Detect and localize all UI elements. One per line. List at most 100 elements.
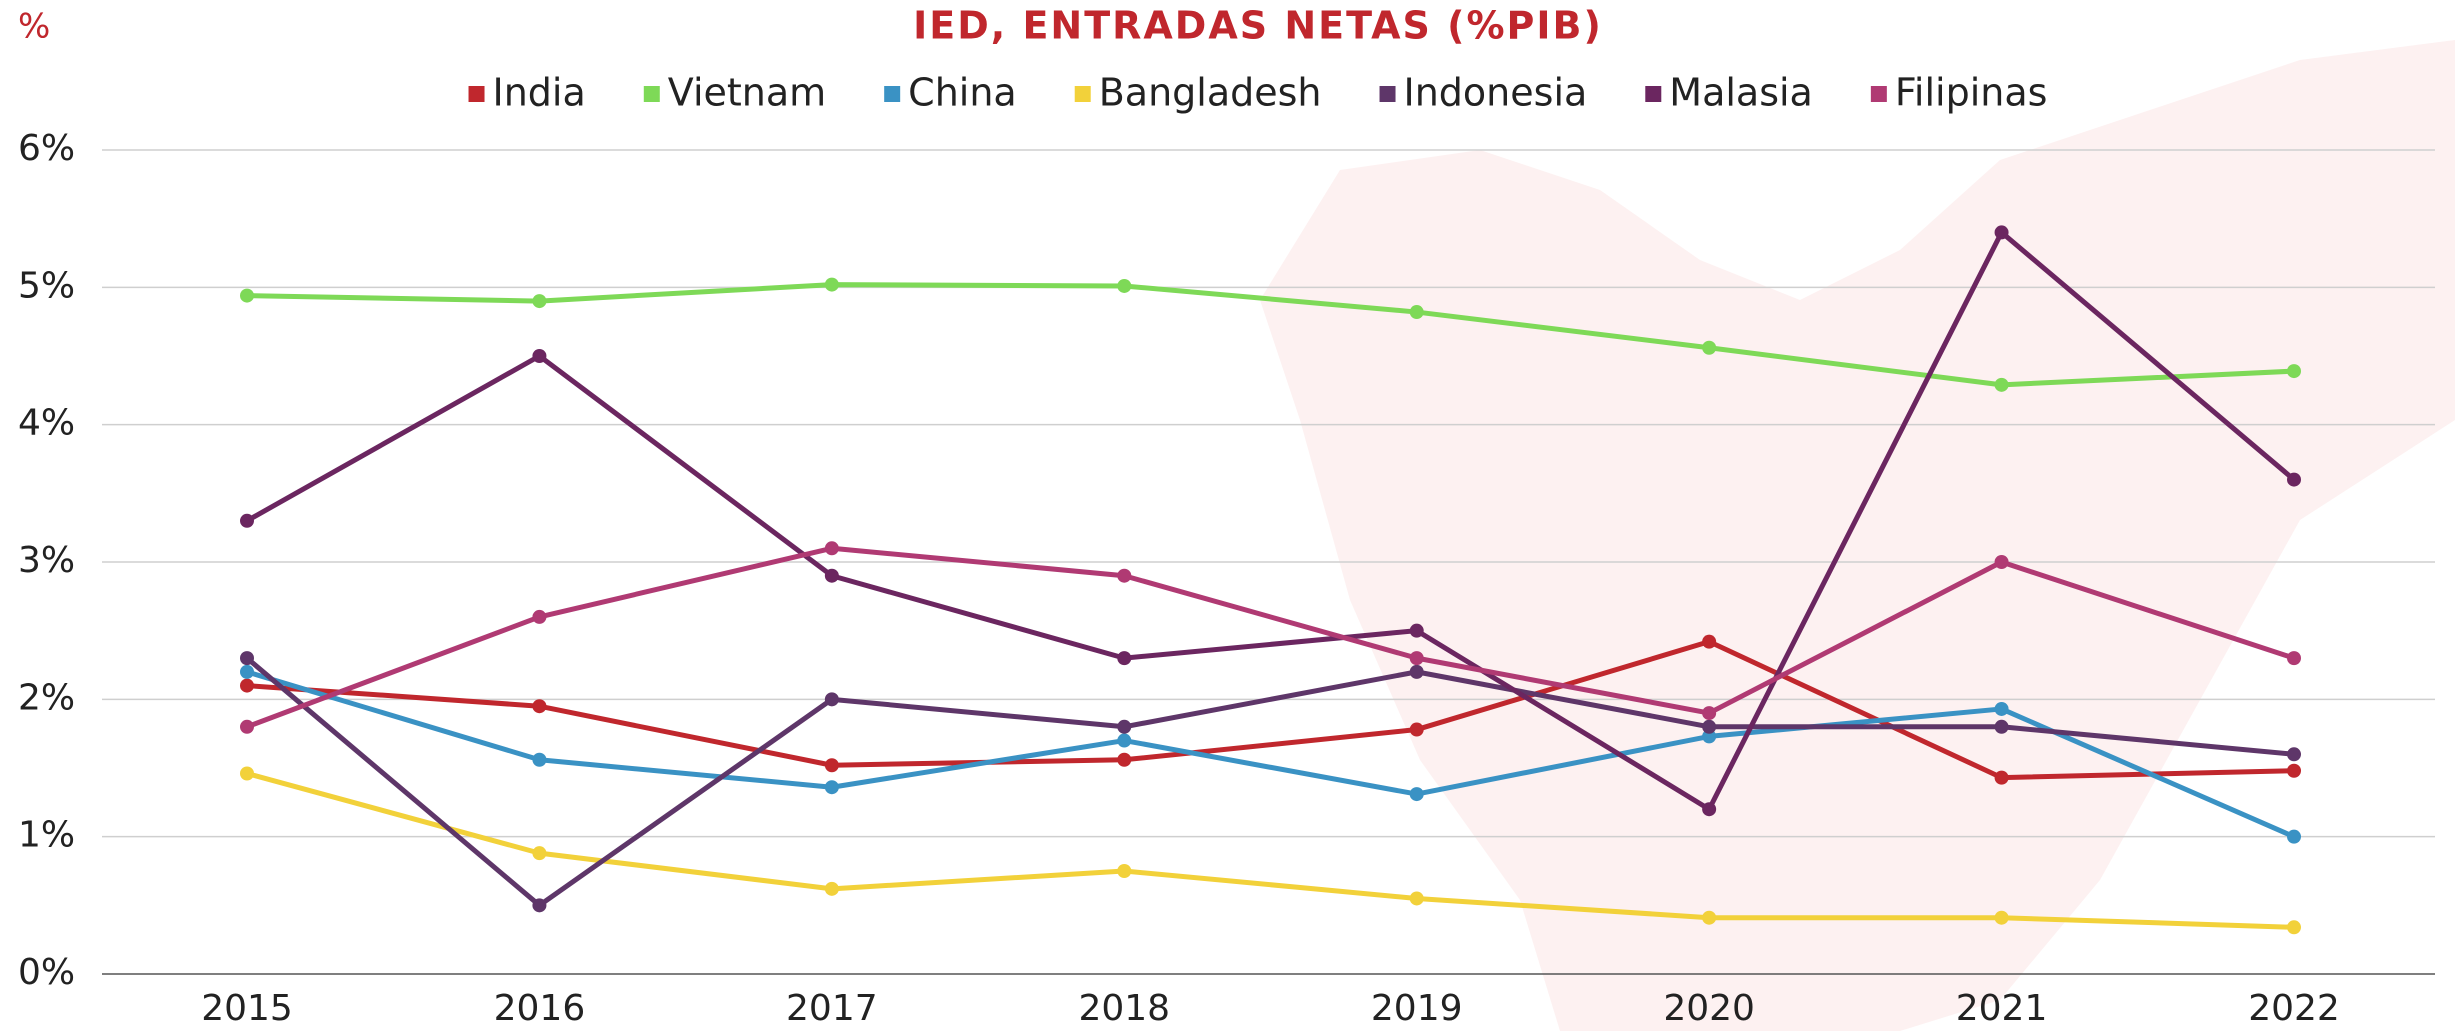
series-line — [246, 545, 2295, 730]
background-map — [1260, 40, 2455, 1031]
y-tick-label: 2% — [18, 677, 75, 718]
data-point — [240, 651, 254, 666]
data-point — [1409, 664, 1424, 679]
data-point — [240, 766, 254, 781]
data-point — [2287, 651, 2301, 666]
data-point — [532, 349, 547, 363]
data-point — [1994, 701, 2009, 716]
legend-item: Filipinas — [1870, 71, 2048, 115]
x-tick-label: 2021 — [1956, 988, 2048, 1029]
legend-item: China — [884, 71, 1017, 115]
lines — [240, 225, 2301, 935]
legend-label: Indonesia — [1404, 71, 1588, 115]
series-line — [246, 282, 2295, 388]
chart-title: IED, ENTRADAS NETAS (%PIB) — [913, 4, 1603, 48]
data-point — [532, 752, 547, 767]
data-point — [1409, 891, 1424, 906]
legend-item: Indonesia — [1379, 71, 1588, 115]
data-point — [824, 881, 839, 896]
data-point — [240, 664, 254, 679]
legend-label: Bangladesh — [1099, 71, 1322, 115]
data-point — [1994, 555, 2009, 569]
data-point — [1702, 910, 1717, 925]
x-tick-label: 2020 — [1663, 988, 1755, 1029]
x-tick-label: 2015 — [201, 988, 293, 1029]
data-point — [1117, 719, 1132, 734]
grid: 0% 1% 2% 3% 4% 5% 6% 2015 2016 2017 2018 2019 2020 20… — [18, 128, 2435, 1029]
series-line — [245, 229, 2296, 812]
data-point — [824, 568, 839, 583]
legend-item: Bangladesh — [1074, 71, 1322, 115]
data-point — [1117, 733, 1132, 748]
data-point — [2287, 920, 2301, 935]
y-tick-label: 3% — [18, 540, 75, 581]
y-tick-label: 6% — [18, 128, 75, 169]
data-point — [1994, 770, 2009, 785]
data-point — [1702, 706, 1717, 721]
data-point — [1702, 802, 1717, 817]
x-tick-label: 2018 — [1078, 988, 1170, 1029]
legend-swatch — [1870, 86, 1887, 102]
x-tick-label: 2019 — [1371, 988, 1463, 1029]
legend-label: India — [493, 71, 586, 115]
legend-swatch — [1074, 86, 1091, 102]
legend-swatch — [1379, 86, 1396, 102]
data-point — [1702, 729, 1717, 744]
data-point — [1117, 864, 1132, 878]
data-point — [1702, 634, 1717, 649]
data-point — [1994, 910, 2009, 925]
series-line — [246, 771, 2295, 930]
data-point — [1409, 305, 1424, 320]
data-point — [1702, 719, 1717, 734]
data-point — [1409, 623, 1424, 638]
legend-item: Vietnam — [643, 71, 826, 115]
data-point — [532, 294, 547, 309]
series-line — [246, 639, 2295, 781]
y-tick-label: 4% — [18, 403, 75, 444]
data-point — [2287, 472, 2301, 487]
data-point — [824, 758, 839, 773]
data-point — [2287, 747, 2301, 762]
data-point — [1117, 278, 1132, 293]
data-point — [532, 846, 547, 861]
data-point — [1702, 340, 1717, 355]
data-point — [240, 719, 254, 734]
series-line — [245, 656, 2295, 908]
y-tick-label: 5% — [18, 265, 75, 306]
x-tick-label: 2022 — [2248, 988, 2340, 1029]
data-point — [532, 609, 547, 624]
data-point — [1994, 377, 2009, 392]
data-point — [240, 288, 254, 303]
data-point — [1117, 568, 1132, 583]
data-point — [1994, 719, 2009, 734]
legend-swatch — [468, 86, 485, 102]
data-point — [1117, 651, 1132, 666]
data-point — [532, 898, 547, 913]
series-line — [246, 669, 2296, 839]
legend-item: India — [468, 71, 586, 115]
x-tick-label: 2017 — [786, 988, 878, 1029]
data-point — [1409, 722, 1424, 737]
legend-label: Malasia — [1669, 71, 1813, 115]
y-tick-label: 1% — [18, 815, 75, 856]
data-point — [1117, 752, 1132, 767]
data-point — [532, 699, 547, 714]
legend: India Vietnam China Bangladesh Indonesia Mala… — [468, 71, 2048, 115]
x-tick-label: 2016 — [494, 988, 586, 1029]
y-axis-label: % — [18, 7, 50, 47]
legend-label: Vietnam — [668, 71, 826, 115]
legend-label: Filipinas — [1895, 71, 2048, 115]
data-point — [824, 277, 839, 292]
legend-swatch — [884, 86, 901, 102]
data-point — [1409, 651, 1424, 666]
data-point — [240, 678, 254, 693]
data-point — [2287, 829, 2301, 844]
data-point — [2287, 364, 2301, 379]
data-point — [824, 692, 839, 707]
data-point — [824, 780, 839, 795]
data-point — [2287, 763, 2301, 778]
y-tick-label: 0% — [18, 952, 75, 993]
legend-item: Malasia — [1645, 71, 1813, 115]
data-point — [1994, 225, 2009, 240]
